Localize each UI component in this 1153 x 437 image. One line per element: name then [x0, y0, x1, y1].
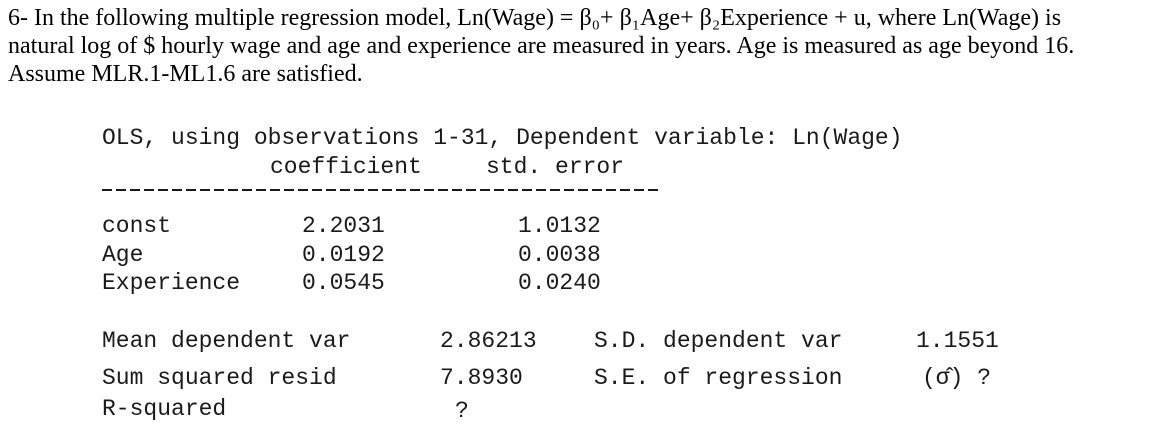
column-header-std-error: std. error — [486, 154, 625, 180]
stat-value-sum-squared-resid: 7.8930 — [440, 365, 523, 391]
stat-value-sd-dependent: 1.1551 — [916, 328, 999, 354]
column-header-coefficient: coefficient — [270, 154, 422, 180]
row-coef-experience: 0.0545 — [302, 270, 385, 296]
stat-value-r-squared: ? — [455, 398, 469, 424]
output-header: OLS, using observations 1-31, Dependent … — [102, 125, 903, 151]
stat-label-sd-dependent: S.D. dependent var — [594, 328, 843, 354]
row-coef-const: 2.2031 — [302, 213, 385, 239]
row-se-const: 1.0132 — [518, 213, 601, 239]
row-name-const: const — [102, 213, 172, 239]
question-line-2: natural log of $ hourly wage and age and… — [8, 33, 1075, 59]
row-name-experience: Experience — [102, 270, 241, 296]
stat-label-sum-squared-resid: Sum squared resid — [102, 365, 337, 391]
row-name-age: Age — [102, 242, 144, 268]
question-text: 6- In the following multiple regression … — [8, 4, 1148, 88]
row-se-experience: 0.0240 — [518, 270, 601, 296]
stat-label-mean-dependent: Mean dependent var — [102, 328, 351, 354]
row-coef-age: 0.0192 — [302, 242, 385, 268]
question-line-1: 6- In the following multiple regression … — [8, 5, 1062, 31]
stat-label-r-squared: R-squared — [102, 396, 227, 422]
stat-value-mean-dependent: 2.86213 — [440, 328, 537, 354]
stat-label-se-regression: S.E. of regression — [594, 365, 843, 391]
question-line-3: Assume MLR.1-ML1.6 are satisfied. — [8, 61, 363, 87]
row-se-age: 0.0038 — [518, 242, 601, 268]
separator-line — [102, 183, 658, 197]
stat-value-se-regression: (σ̂) ? — [922, 365, 992, 391]
